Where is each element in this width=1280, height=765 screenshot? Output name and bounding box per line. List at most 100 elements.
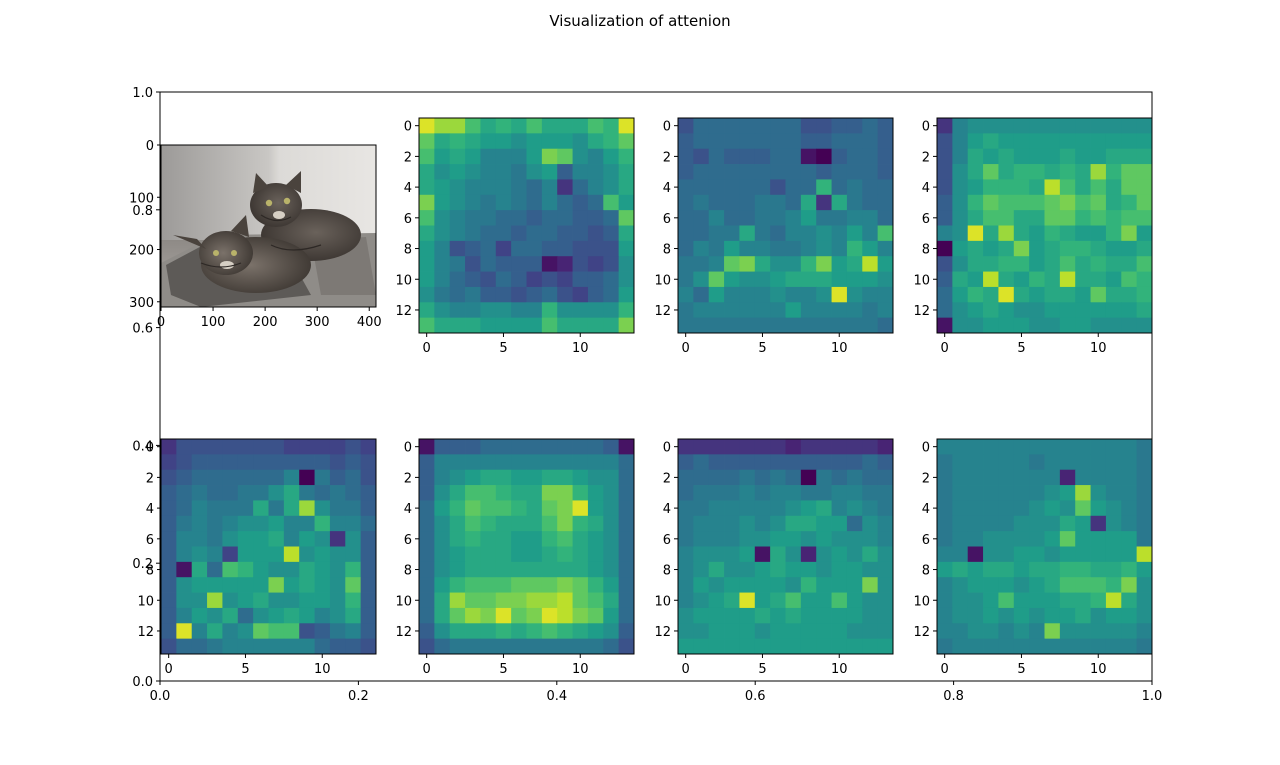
heatmap-cell bbox=[1075, 439, 1091, 455]
heatmap-cell bbox=[511, 515, 527, 532]
heatmap-cell bbox=[541, 638, 558, 655]
heatmap-x-tick-label: 5 bbox=[499, 662, 507, 677]
heatmap-cell bbox=[693, 164, 710, 180]
heatmap-cell bbox=[587, 561, 604, 578]
heatmap-cell bbox=[1059, 623, 1076, 640]
heatmap-cell bbox=[1090, 623, 1107, 640]
heatmap-cell bbox=[967, 317, 984, 334]
heatmap-cell bbox=[1105, 225, 1122, 242]
heatmap-cell bbox=[1136, 302, 1153, 319]
heatmap-cell bbox=[1029, 210, 1045, 226]
heatmap-x-tick-label: 0 bbox=[423, 341, 431, 356]
heatmap-cell bbox=[1090, 607, 1107, 624]
heatmap-cell bbox=[693, 592, 710, 609]
heatmap-cell bbox=[541, 454, 558, 471]
heatmap-cell bbox=[967, 271, 984, 288]
heatmap-cell bbox=[449, 210, 466, 226]
heatmap-cell bbox=[1044, 133, 1061, 150]
heatmap-cell bbox=[1013, 164, 1030, 180]
heatmap-cell bbox=[831, 531, 848, 547]
heatmap-cell bbox=[862, 148, 879, 165]
heatmap-cell bbox=[862, 256, 879, 272]
heatmap-cell bbox=[572, 179, 589, 196]
heatmap-cell bbox=[207, 469, 223, 486]
heatmap-cell bbox=[983, 240, 999, 257]
heatmap-cell bbox=[480, 256, 497, 272]
heatmap-cell bbox=[846, 118, 863, 134]
heatmap-cell bbox=[329, 592, 346, 609]
heatmap-cell bbox=[998, 164, 1015, 180]
heatmap-cell bbox=[800, 302, 817, 319]
heatmap-cell bbox=[800, 225, 817, 242]
heatmap-cell bbox=[998, 546, 1015, 563]
heatmap-cell bbox=[998, 454, 1015, 471]
heatmap-cell bbox=[1044, 118, 1061, 134]
heatmap-cell bbox=[678, 210, 694, 226]
heatmap-cell bbox=[449, 240, 466, 257]
heatmap-cell bbox=[587, 607, 604, 624]
heatmap-cell bbox=[862, 500, 879, 517]
heatmap-cell bbox=[283, 515, 300, 532]
heatmap-cell bbox=[785, 148, 802, 165]
image-y-tick-label: 300 bbox=[129, 296, 154, 311]
heatmap-cell bbox=[207, 439, 223, 455]
heatmap-cell bbox=[434, 133, 451, 150]
heatmap-cell bbox=[480, 638, 497, 655]
heatmap-cell bbox=[495, 133, 512, 150]
heatmap-cell bbox=[1059, 577, 1076, 593]
heatmap-cell bbox=[1013, 500, 1030, 517]
heatmap-cell bbox=[449, 623, 466, 640]
heatmap-cell bbox=[846, 623, 863, 640]
heatmap-cell bbox=[1029, 164, 1045, 180]
heatmap-cell bbox=[572, 454, 589, 471]
heatmap-cell bbox=[693, 515, 710, 532]
heatmap-cell bbox=[983, 454, 999, 471]
heatmap-cell bbox=[693, 256, 710, 272]
outer-y-tick-label: 1.0 bbox=[132, 86, 153, 101]
heatmap-cell bbox=[191, 454, 208, 471]
heatmap-cell bbox=[541, 133, 558, 150]
heatmap-cell bbox=[724, 485, 740, 501]
heatmap-cell bbox=[724, 133, 740, 150]
heatmap-cell bbox=[862, 531, 879, 547]
heatmap-cell bbox=[983, 164, 999, 180]
heatmap-cell bbox=[434, 164, 451, 180]
heatmap-cell bbox=[785, 302, 802, 319]
heatmap-cell bbox=[862, 561, 879, 578]
heatmap-cell bbox=[1136, 133, 1153, 150]
image-panel-ticks: 0 100 200 300 400 0 100 200 300 bbox=[129, 139, 381, 330]
heatmap-cell bbox=[449, 469, 466, 486]
heatmap-cell bbox=[541, 485, 558, 501]
heatmap-cell bbox=[465, 133, 481, 150]
heatmap-cell bbox=[360, 561, 377, 578]
heatmap-cell bbox=[526, 317, 543, 334]
heatmap-frame bbox=[418, 438, 635, 655]
heatmap-cell bbox=[937, 577, 953, 593]
heatmap-cell bbox=[495, 561, 512, 578]
heatmap-cell bbox=[678, 302, 694, 319]
heatmap-cell bbox=[754, 531, 771, 547]
heatmap-y-tick-label: 12 bbox=[913, 304, 930, 319]
heatmap-cell bbox=[360, 469, 377, 486]
heatmap-cell bbox=[693, 607, 710, 624]
heatmap-cell bbox=[937, 317, 953, 334]
heatmap-cell bbox=[495, 531, 512, 547]
heatmap-cell bbox=[862, 439, 879, 455]
heatmap-cell bbox=[877, 302, 894, 319]
heatmap-cell bbox=[816, 439, 832, 455]
heatmap-cell bbox=[480, 577, 497, 593]
outer-y-tick-label: 0.8 bbox=[132, 204, 153, 219]
heatmap-cell bbox=[862, 469, 879, 486]
heatmap-cell bbox=[952, 577, 969, 593]
heatmap-y-tick-label: 6 bbox=[146, 533, 154, 548]
heatmap-cell bbox=[678, 592, 694, 609]
heatmap-cell bbox=[770, 577, 786, 593]
heatmap-cell bbox=[739, 454, 756, 471]
heatmap-cell bbox=[1013, 194, 1030, 211]
heatmap-cell bbox=[846, 302, 863, 319]
heatmap-cell bbox=[1029, 485, 1045, 501]
heatmap-cell bbox=[268, 561, 285, 578]
heatmap-cell bbox=[1105, 546, 1122, 563]
heatmap-cell bbox=[1105, 118, 1122, 134]
heatmap-cell bbox=[754, 302, 771, 319]
